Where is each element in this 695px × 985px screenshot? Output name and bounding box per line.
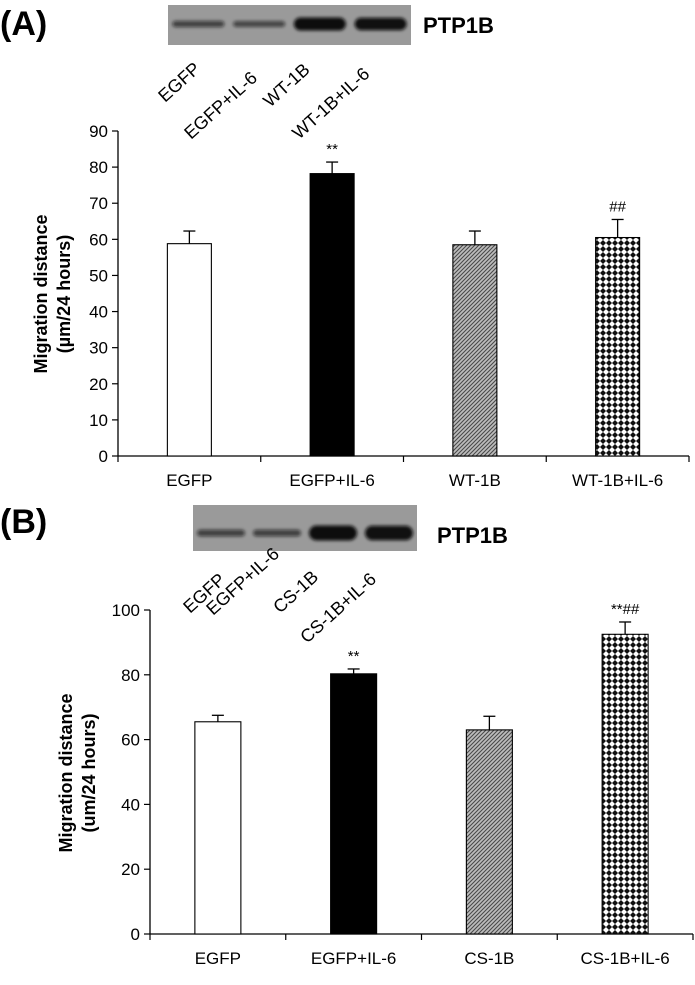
y-tick-label: 80 [121,666,140,685]
bar [309,173,355,457]
x-category-label: CS-1B [464,949,514,968]
panel-a: (A) PTP1B EGFP EGFP+IL-6 WT-1B WT-1B+IL-… [0,5,690,490]
panel-b: (B) PTP1B EGFP EGFP+IL-6 CS-1B CS-1B+IL-… [0,503,694,968]
western-blot-b [193,505,417,551]
blot-band [233,21,286,27]
x-category-label: WT-1B+IL-6 [572,471,663,490]
significance-label: **## [611,601,640,618]
significance-label: ## [609,198,626,215]
y-axis-title-b: Migration distance (um/24 hours) [56,693,99,852]
bar [330,673,378,935]
y-tick-label: 90 [89,122,108,141]
y-axis-title-a-line2: (µm/24 hours) [54,235,74,353]
blot-b-lane-label: CS-1B [269,567,322,617]
y-tick-label: 60 [121,731,140,750]
y-tick-label: 60 [89,230,108,249]
y-axis-title-b-line1: Migration distance [56,693,76,852]
significance-label: ** [326,141,338,158]
panel-a-label: (A) [0,5,47,43]
y-tick-label: 10 [89,411,108,430]
y-tick-label: 70 [89,194,108,213]
y-tick-label: 80 [89,158,108,177]
y-axis-title-b-line2: (um/24 hours) [79,713,99,832]
bar [166,243,212,457]
x-category-label: EGFP [166,471,212,490]
bar [595,236,641,457]
blot-a-lane-labels: EGFP EGFP+IL-6 WT-1B WT-1B+IL-6 [154,58,373,143]
y-axis-title-a-line1: Migration distance [31,214,51,373]
x-category-label: EGFP+IL-6 [311,949,397,968]
y-tick-label: 0 [131,925,140,944]
blot-a-lane-label: EGFP [154,58,204,106]
bar [452,244,498,457]
blot-band [365,525,413,541]
y-tick-label: 20 [89,375,108,394]
y-tick-label: 40 [89,303,108,322]
y-axis-title-a: Migration distance (µm/24 hours) [31,214,74,373]
y-tick-label: 100 [112,601,140,620]
y-tick-label: 20 [121,860,140,879]
bar [465,729,513,935]
bar [194,721,242,935]
x-category-label: EGFP+IL-6 [289,471,375,490]
blot-a-protein-label: PTP1B [423,13,494,38]
blot-band [309,525,357,541]
panel-b-label: (B) [0,503,47,541]
blot-band [197,529,245,537]
blot-band [253,529,301,537]
blot-band [172,20,225,28]
y-tick-label: 40 [121,795,140,814]
x-category-label: CS-1B+IL-6 [580,949,669,968]
y-tick-label: 50 [89,266,108,285]
blot-b-protein-label: PTP1B [437,523,508,548]
y-tick-label: 30 [89,339,108,358]
significance-label: ** [348,648,360,665]
bar [601,633,649,935]
blot-a-bands [172,17,407,31]
bar-chart-a: 0 10 20 30 40 50 60 70 80 90 EGFP ** EGFP+IL-6 WT-1B #… [89,122,690,490]
blot-b-lane-labels: EGFP EGFP+IL-6 CS-1B CS-1B+IL-6 [179,544,380,647]
blot-band [354,17,407,31]
bar-chart-b: 0 20 40 60 80 100 EGFP ** EGFP+IL-6 CS-1B **## CS-1… [112,601,694,968]
blot-a-lane-label: WT-1B [259,59,313,111]
blot-b-bands [197,525,413,541]
blot-band [293,17,346,31]
x-category-label: EGFP [195,949,241,968]
y-tick-label: 0 [99,447,108,466]
western-blot-a [168,5,411,45]
x-category-label: WT-1B [449,471,501,490]
